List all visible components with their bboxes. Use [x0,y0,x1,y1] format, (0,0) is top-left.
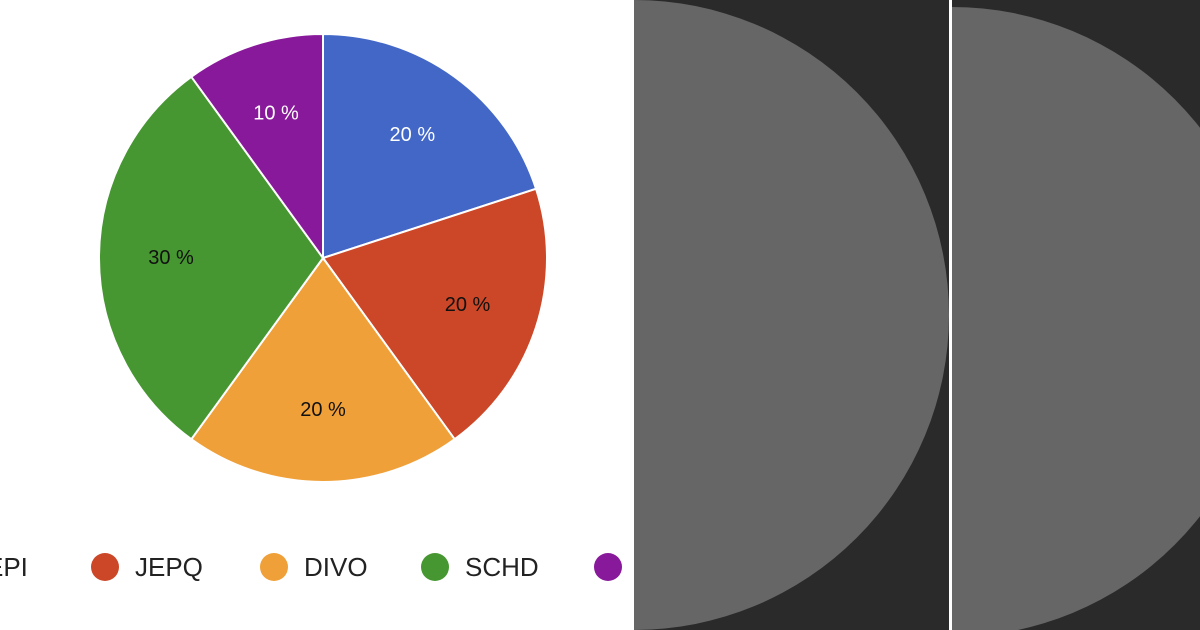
legend-swatch [594,553,622,581]
pie-chart-panel: 20 % 20 % 20 % 30 % 10 % EPI JEPQ DIVO SCHD [0,32,622,582]
legend-label: DIVO [304,552,368,582]
half-disc-shape [952,7,1200,630]
preview-panel-left [634,0,949,630]
legend-item[interactable]: EPI [0,552,28,582]
pie-slice-value-label: 30 % [148,247,194,269]
panel-divider [949,0,952,630]
pie-slice-divo[interactable] [189,256,457,483]
legend-label: EPI [0,552,28,582]
legend-swatch [260,553,288,581]
pie-slice-schd[interactable] [98,75,325,441]
pie-slice-labels: 20 % 20 % 20 % 30 % 10 % [148,102,490,421]
legend-item[interactable] [594,553,622,581]
legend-label: SCHD [465,552,539,582]
half-disc-shape [634,0,949,630]
pie-slices [98,32,548,483]
pie-slice-value-label: 10 % [253,102,299,124]
legend-swatch [421,553,449,581]
preview-panel-right [952,0,1200,630]
legend-label: JEPQ [135,552,203,582]
legend-item[interactable]: JEPQ [91,552,203,582]
legend-item[interactable]: DIVO [260,552,368,582]
pie-chart: 20 % 20 % 20 % 30 % 10 % EPI JEPQ DIVO SCHD [0,32,622,582]
pie-slice-jepq[interactable] [321,187,548,441]
pie-slice-value-label: 20 % [300,399,346,421]
pie-slice-series-1[interactable] [322,32,538,260]
legend-item[interactable]: SCHD [421,552,539,582]
pie-slice-value-label: 20 % [445,294,491,316]
pie-legend: EPI JEPQ DIVO SCHD [0,552,622,582]
pie-slice-series-5[interactable] [189,32,324,262]
pie-slice-value-label: 20 % [390,124,436,146]
legend-swatch [91,553,119,581]
